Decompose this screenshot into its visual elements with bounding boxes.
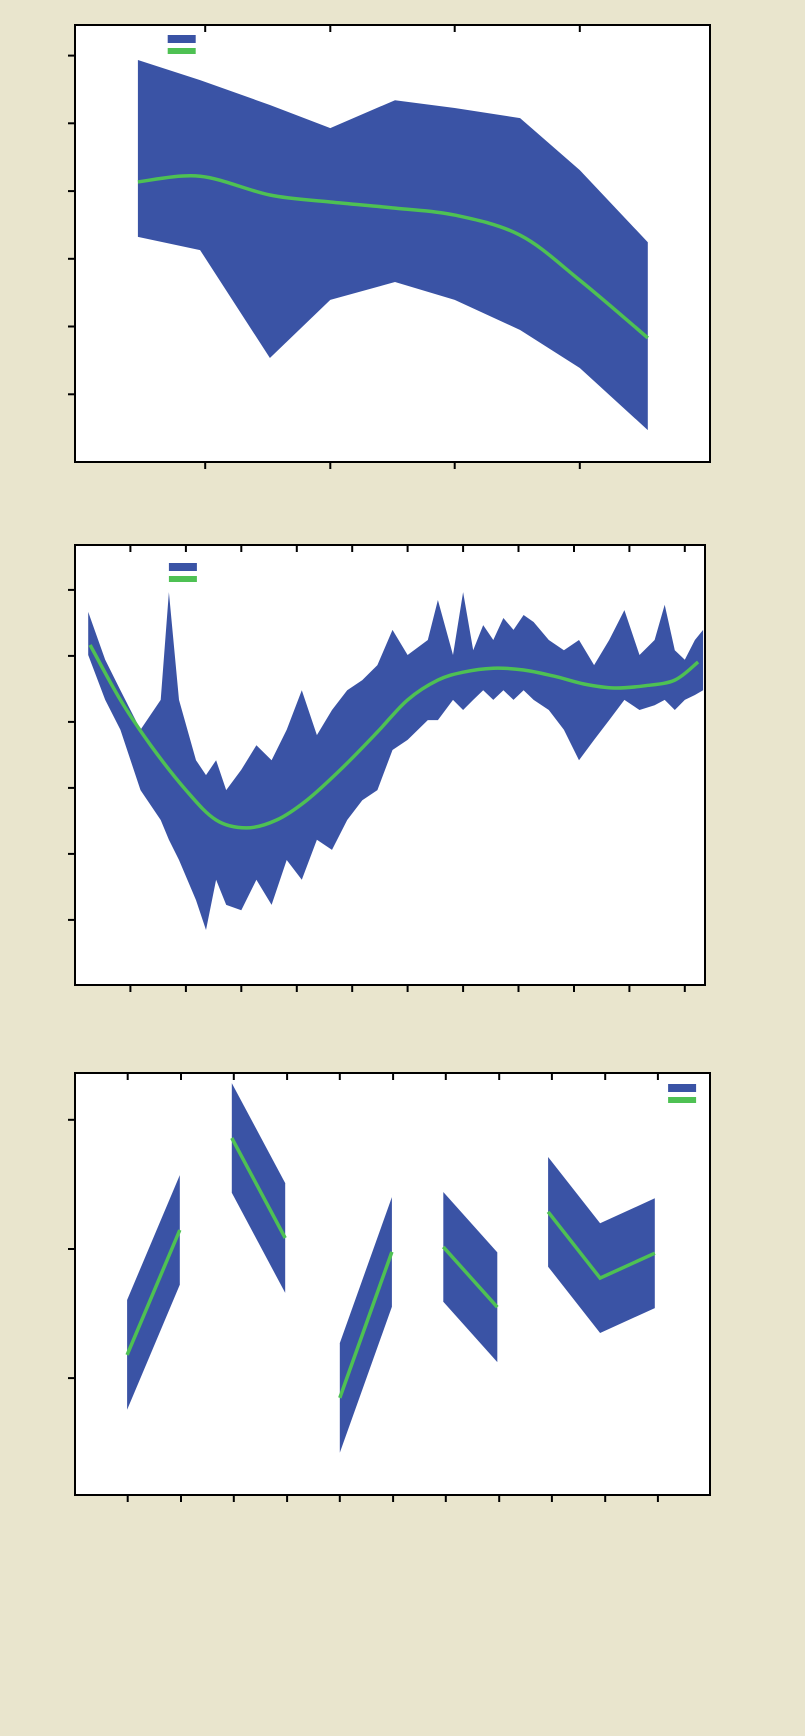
axis-ticks — [68, 1073, 659, 1502]
trend-path — [88, 644, 700, 830]
axis-frame — [74, 544, 706, 986]
band-patch — [548, 1157, 655, 1333]
chart-svg — [68, 24, 711, 469]
band-polygon — [137, 60, 648, 431]
chart-panel-bottom — [63, 1061, 722, 1507]
legend-band-swatch — [167, 35, 196, 43]
trend-segment — [230, 1137, 287, 1239]
trend-segment — [441, 1245, 499, 1309]
legend — [168, 563, 197, 582]
smoothed-line — [125, 1137, 656, 1399]
chart-panel-top — [63, 13, 722, 474]
axis-ticks — [68, 25, 581, 469]
legend-line-swatch — [668, 1097, 697, 1103]
legend — [668, 1084, 697, 1103]
legend-line-swatch — [167, 48, 196, 54]
chart-svg — [68, 1072, 711, 1502]
trend-segment — [125, 1229, 182, 1356]
legend-band-swatch — [168, 563, 197, 571]
confidence-band — [137, 60, 648, 431]
trend-segment — [546, 1210, 656, 1281]
trend-path — [137, 174, 649, 340]
legend-line-swatch — [168, 576, 197, 582]
trend-segment — [338, 1251, 394, 1399]
axis-ticks — [68, 545, 686, 992]
axis-frame — [74, 24, 711, 463]
legend — [167, 35, 196, 54]
chart-svg — [68, 544, 706, 992]
legend-band-swatch — [668, 1084, 697, 1092]
chart-panel-middle — [63, 533, 717, 997]
smoothed-line — [137, 174, 649, 340]
smoothed-line — [88, 644, 700, 830]
